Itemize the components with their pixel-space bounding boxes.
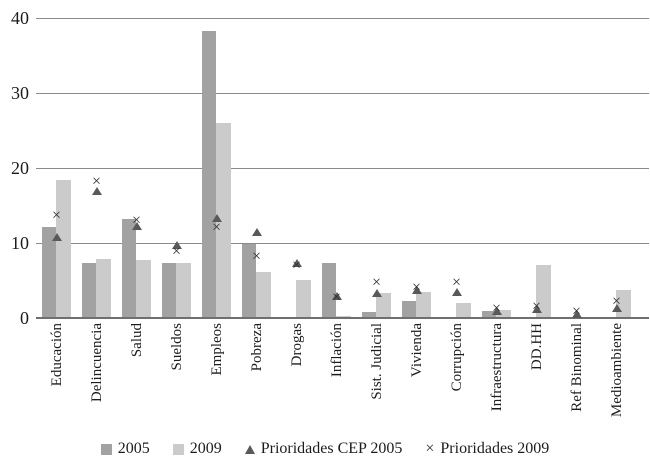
x-label-Sist. Judicial: Sist. Judicial <box>368 323 385 400</box>
bar-2009 <box>56 180 71 318</box>
triangle-marker-Drogas <box>291 258 302 267</box>
triangle-marker-Medioambiente <box>611 303 622 312</box>
bar-2005 <box>322 263 336 318</box>
x-label-Educación: Educación <box>48 323 65 387</box>
x-label-Infraestructura: Infraestructura <box>488 323 505 412</box>
x-label-Inflación: Inflación <box>328 323 345 378</box>
x-marker-Drogas: × <box>291 257 302 275</box>
x-marker-Empleos: × <box>211 219 222 236</box>
legend-item-Prioridades CEP 2005: Prioridades CEP 2005 <box>244 440 403 458</box>
bar-2009 <box>336 315 351 318</box>
x-marker-Sist. Judicial: × <box>371 273 382 291</box>
triangle-marker-Infraestructura <box>491 306 502 315</box>
triangle-marker-Delincuencia <box>91 187 102 196</box>
legend: 2005 2009 Prioridades CEP 2005 × Prioridades… <box>0 440 650 458</box>
x-marker-DD.HH: × <box>531 297 542 315</box>
bar-2005 <box>42 227 56 318</box>
x-label-Salud: Salud <box>128 323 145 358</box>
x-marker-Salud: × <box>131 212 142 230</box>
x-marker-Medioambiente: × <box>611 292 622 310</box>
legend-square-icon <box>100 443 112 455</box>
x-label-Sueldos: Sueldos <box>168 323 185 371</box>
triangle-marker-Vivienda <box>411 286 422 295</box>
legend-label: Prioridades CEP 2005 <box>260 440 403 457</box>
bar-2005 <box>122 219 136 318</box>
bar-2005 <box>162 263 176 318</box>
legend-item-2009: 2009 <box>172 440 222 458</box>
triangle-marker-Corrupción <box>451 287 462 296</box>
y-tick-label-30: 30 <box>11 83 29 103</box>
bar-2009 <box>256 271 271 318</box>
bar-2005 <box>482 311 496 318</box>
y-tick-label-0: 0 <box>20 308 29 328</box>
legend-label: Prioridades 2009 <box>440 440 550 457</box>
x-marker-Ref Binominal: × <box>571 303 582 320</box>
x-label-Pobreza: Pobreza <box>248 323 265 372</box>
bar-2009 <box>376 293 391 318</box>
x-marker-Inflación: × <box>331 288 342 306</box>
gridline-30 <box>36 92 649 94</box>
bar-2005 <box>82 263 96 318</box>
legend-label: 2009 <box>189 440 222 457</box>
bar-2009 <box>216 123 231 318</box>
x-marker-Delincuencia: × <box>91 173 102 191</box>
bar-2009 <box>536 264 551 318</box>
triangle-marker-Empleos <box>211 214 222 223</box>
gridline-20 <box>36 167 649 169</box>
x-label-Empleos: Empleos <box>208 323 225 376</box>
triangle-marker-Educación <box>51 233 62 241</box>
y-tick-label-40: 40 <box>11 8 29 28</box>
bar-2009 <box>96 258 111 318</box>
bar-2009 <box>496 309 511 318</box>
bar-2009 <box>456 303 471 318</box>
x-marker-Pobreza: × <box>251 248 262 266</box>
x-marker-Sueldos: × <box>171 243 182 260</box>
triangle-marker-Sist. Judicial <box>371 288 382 297</box>
x-label-Vivienda: Vivienda <box>408 323 425 378</box>
x-axis-line <box>36 317 649 319</box>
gridline-40 <box>36 17 649 19</box>
x-label-DD.HH: DD.HH <box>528 323 545 371</box>
bar-2009 <box>136 260 151 318</box>
triangle-marker-DD.HH <box>531 305 542 313</box>
bar-2009 <box>176 263 191 318</box>
x-marker-Corrupción: × <box>451 273 462 291</box>
legend-triangle-icon <box>244 444 255 454</box>
legend-item-Prioridades 2009: × Prioridades 2009 <box>425 440 549 458</box>
triangle-marker-Ref Binominal <box>571 309 582 318</box>
x-label-Drogas: Drogas <box>288 323 305 367</box>
triangle-marker-Inflación <box>331 292 342 301</box>
y-tick-label-10: 10 <box>11 233 29 253</box>
legend-label: 2005 <box>117 440 150 457</box>
legend-x-icon: × <box>425 440 435 457</box>
bar-2005 <box>242 243 256 318</box>
bar-2009 <box>296 279 311 318</box>
bar-2005 <box>402 300 416 318</box>
triangle-marker-Sueldos <box>171 241 182 250</box>
y-tick-label-20: 20 <box>11 158 29 178</box>
x-label-Ref Binominal: Ref Binominal <box>568 323 585 412</box>
x-label-Medioambiente: Medioambiente <box>608 323 625 418</box>
triangle-marker-Salud <box>131 221 142 230</box>
bar-2005 <box>362 312 376 318</box>
x-label-Corrupción: Corrupción <box>448 323 465 392</box>
legend-item-2005: 2005 <box>100 440 150 458</box>
bar-2009 <box>416 291 431 318</box>
x-label-Delincuencia: Delincuencia <box>88 323 105 403</box>
x-marker-Infraestructura: × <box>491 300 502 317</box>
triangle-marker-Pobreza <box>251 227 262 236</box>
legend-square-icon <box>172 443 184 455</box>
x-marker-Vivienda: × <box>411 279 422 296</box>
gridline-10 <box>36 242 649 244</box>
bar-2005 <box>202 30 216 318</box>
x-marker-Educación: × <box>51 207 62 224</box>
